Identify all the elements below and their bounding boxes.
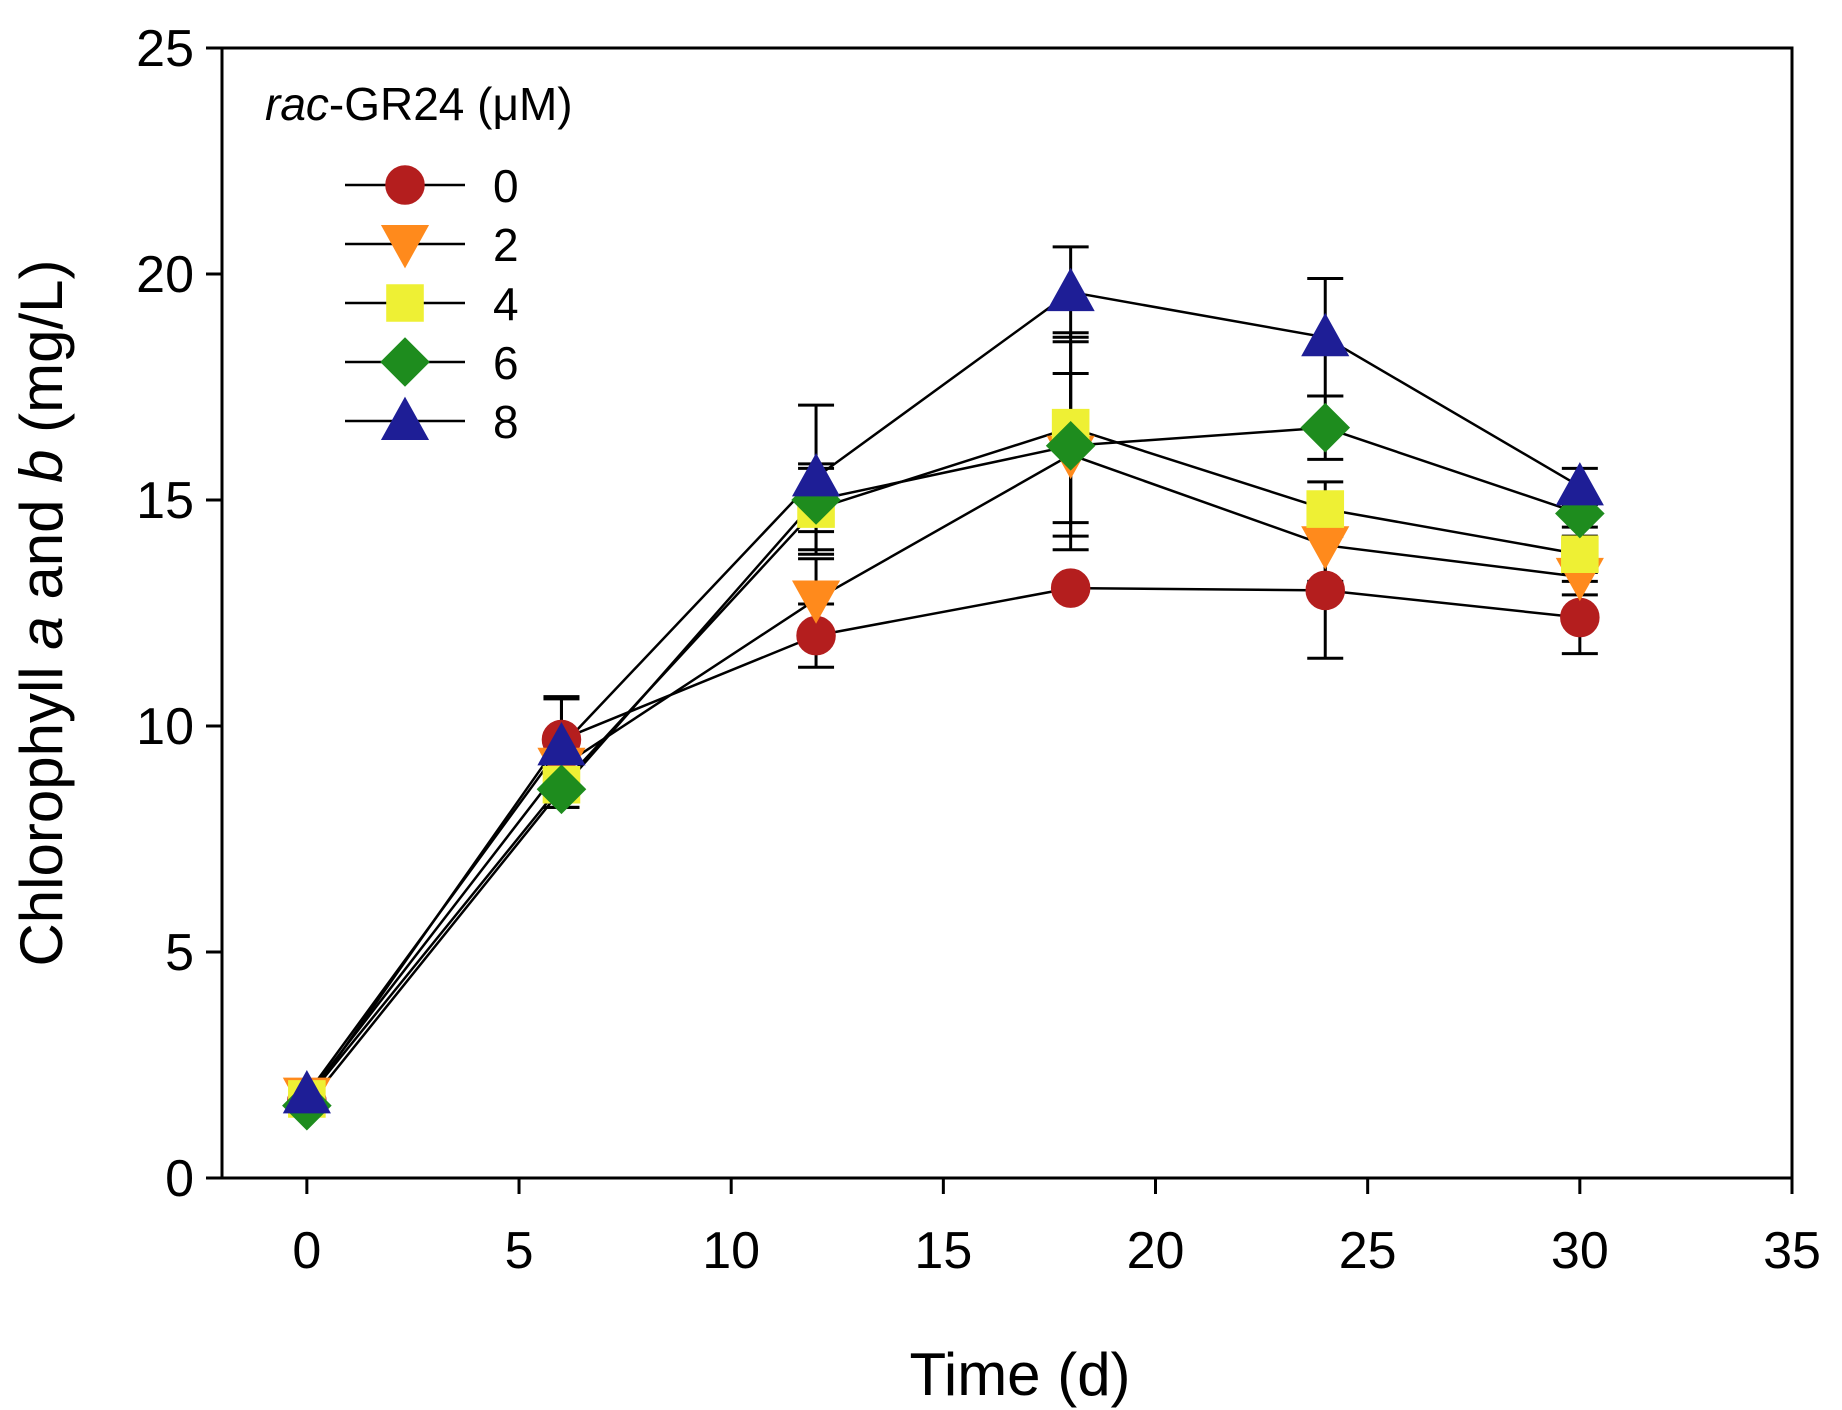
x-axis-title: Time (d) <box>909 1341 1130 1408</box>
legend: rac-GR24 (μM) 0 2 4 6 8 <box>265 78 573 448</box>
legend-title-italic: rac <box>265 78 329 130</box>
x-tick-label: 5 <box>505 1222 534 1280</box>
marker-8 <box>1046 267 1095 312</box>
y-tick-label: 5 <box>165 924 194 982</box>
legend-marker-2 <box>380 225 430 269</box>
marker-8 <box>537 721 586 766</box>
marker-8 <box>1555 462 1604 506</box>
x-tick-label: 0 <box>292 1222 321 1280</box>
y-axis-title-part: and <box>8 483 75 616</box>
markers <box>282 267 1605 1131</box>
marker-4 <box>1306 490 1345 528</box>
legend-label-6: 6 <box>493 337 519 389</box>
x-axis: 0 5 10 15 20 25 30 35 <box>292 1178 1821 1280</box>
marker-0 <box>1305 570 1345 611</box>
y-axis-title-part: Chlorophyll <box>8 650 75 967</box>
marker-8 <box>791 453 841 497</box>
series-line-0 <box>305 586 1580 1102</box>
marker-4 <box>1561 535 1599 574</box>
x-tick-label: 35 <box>1763 1222 1821 1280</box>
legend-label-4: 4 <box>493 278 519 330</box>
x-tick-label: 25 <box>1339 1222 1397 1280</box>
legend-marker-4 <box>386 284 424 322</box>
x-tick-label: 30 <box>1551 1222 1609 1280</box>
y-axis-title-part: a <box>8 616 75 649</box>
y-axis-title-part: b <box>8 450 75 483</box>
marker-6 <box>1045 420 1096 471</box>
y-tick-label: 0 <box>165 1150 194 1208</box>
marker-2 <box>791 580 841 624</box>
marker-8 <box>1301 312 1350 357</box>
legend-label-0: 0 <box>493 160 519 212</box>
legend-label-2: 2 <box>493 219 519 271</box>
x-tick-label: 10 <box>702 1222 760 1280</box>
series-line-8 <box>305 290 1581 1096</box>
marker-6 <box>1300 402 1351 453</box>
y-tick-label: 10 <box>136 698 194 756</box>
y-axis-title: Chlorophyll a and b (mg/L) <box>8 259 75 966</box>
marker-0 <box>1050 568 1091 608</box>
marker-0 <box>1560 597 1600 638</box>
series-line-2 <box>305 453 1580 1098</box>
series-line-6 <box>305 426 1581 1107</box>
series-line-4 <box>305 426 1581 1100</box>
plot-area-frame <box>220 46 1794 1180</box>
x-tick-label: 20 <box>1127 1222 1185 1280</box>
legend-marker-6 <box>380 337 430 387</box>
y-tick-label: 20 <box>136 246 194 304</box>
legend-marker-0 <box>385 165 425 205</box>
y-tick-label: 25 <box>136 20 194 78</box>
legend-title: rac-GR24 (μM) <box>265 78 573 130</box>
y-axis: 0 5 10 15 20 25 <box>136 20 222 1208</box>
y-tick-label: 15 <box>136 472 194 530</box>
marker-6 <box>536 764 587 815</box>
x-tick-label: 15 <box>914 1222 972 1280</box>
error-bars <box>288 245 1598 1112</box>
legend-marker-8 <box>380 396 430 440</box>
legend-label-8: 8 <box>493 396 519 448</box>
y-axis-title-part: (mg/L) <box>8 259 75 449</box>
legend-title-rest: -GR24 (μM) <box>329 78 573 130</box>
marker-8 <box>282 1070 331 1114</box>
series-lines <box>305 290 1581 1107</box>
